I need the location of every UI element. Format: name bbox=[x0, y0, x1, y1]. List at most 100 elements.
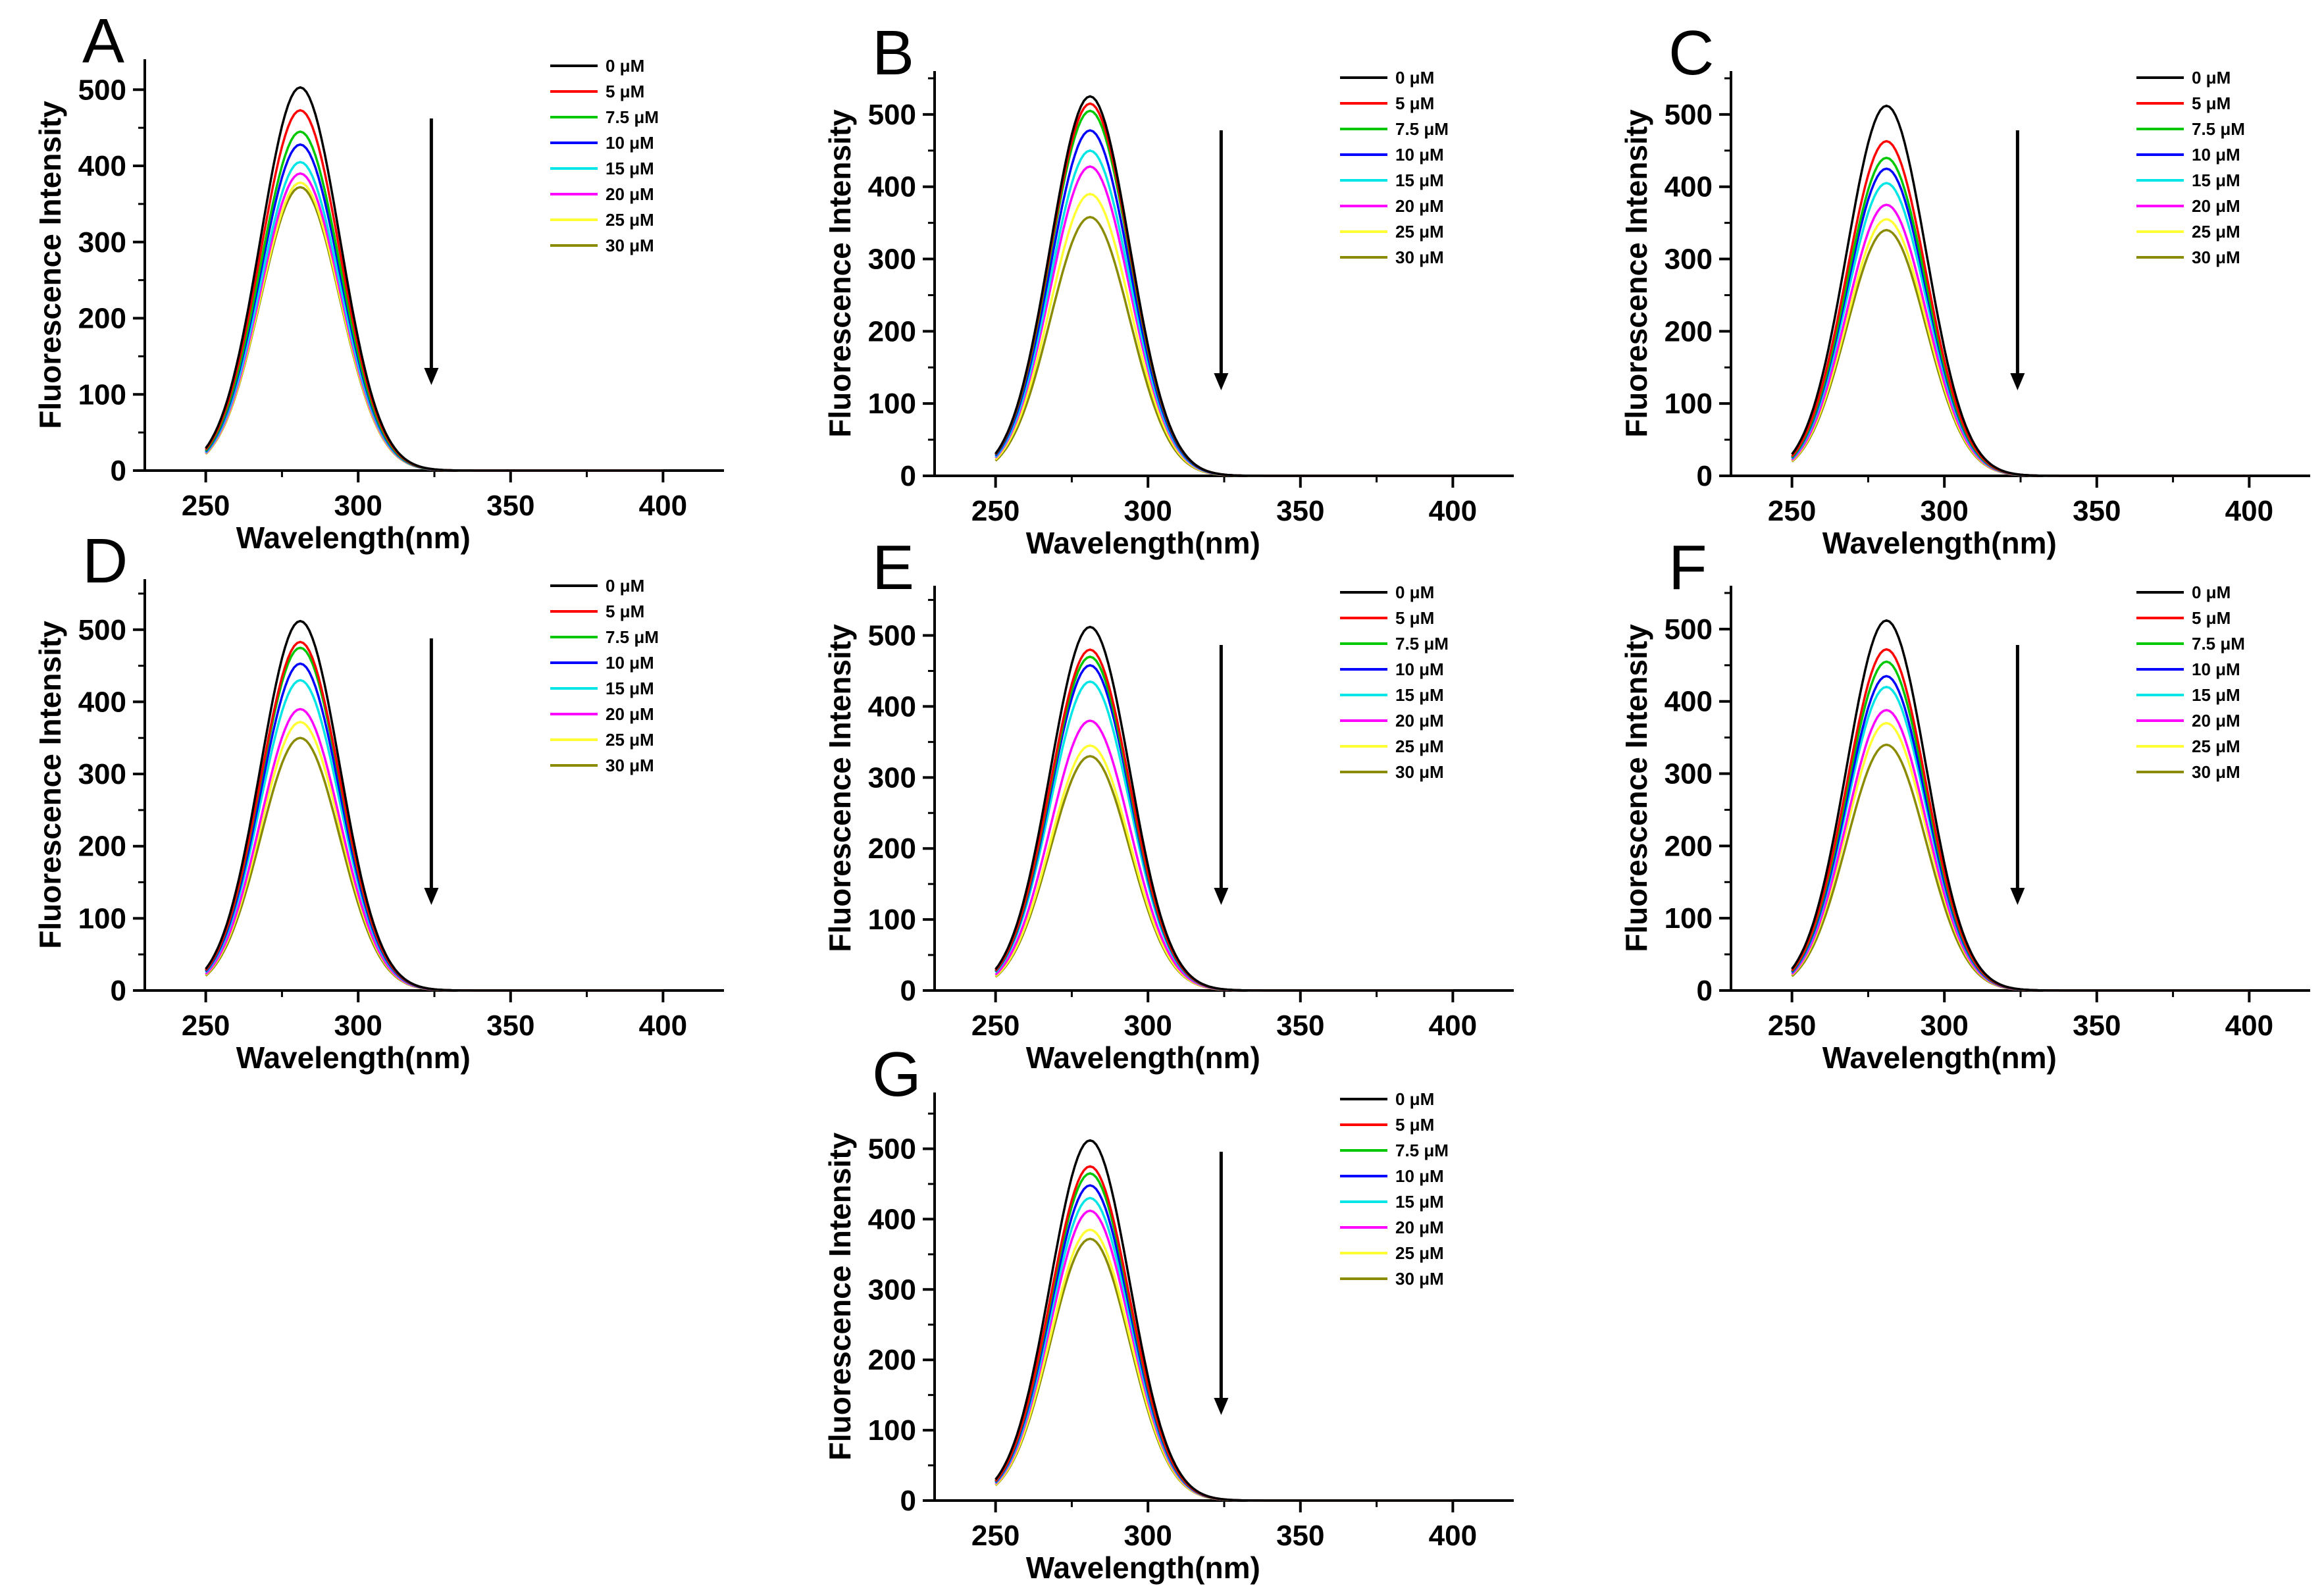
series-line bbox=[1791, 140, 2250, 477]
y-axis-title: Fluorescence Intensity bbox=[823, 624, 857, 952]
x-tick-label: 250 bbox=[182, 490, 230, 522]
series-line bbox=[994, 656, 1453, 992]
legend-label: 20 μM bbox=[606, 704, 654, 724]
series-line bbox=[1791, 619, 2250, 992]
x-tick-label: 350 bbox=[2073, 495, 2121, 527]
y-tick-label: 0 bbox=[900, 460, 916, 492]
x-tick-label: 350 bbox=[1276, 1010, 1324, 1042]
x-tick-label: 350 bbox=[1276, 1520, 1324, 1552]
legend-label: 5 μM bbox=[2192, 608, 2231, 628]
y-tick-label: 200 bbox=[1665, 830, 1713, 862]
series-line bbox=[1791, 648, 2250, 992]
legend-label: 30 μM bbox=[1395, 1269, 1444, 1289]
legend-label: 0 μM bbox=[606, 56, 644, 76]
series-line bbox=[994, 215, 1453, 477]
panel-letter: C bbox=[1668, 18, 1714, 88]
y-tick-label: 200 bbox=[78, 831, 126, 863]
x-tick-label: 400 bbox=[1429, 1010, 1477, 1042]
y-tick-label: 400 bbox=[78, 150, 126, 182]
series-line bbox=[994, 95, 1453, 477]
y-tick-label: 0 bbox=[111, 455, 126, 487]
trend-arrow-head bbox=[2010, 373, 2025, 390]
legend-label: 10 μM bbox=[1395, 145, 1444, 165]
y-tick-label: 0 bbox=[1697, 975, 1713, 1007]
series-line bbox=[1791, 104, 2250, 477]
series-line bbox=[205, 707, 663, 992]
series-line bbox=[1791, 709, 2250, 992]
x-tick-label: 300 bbox=[1123, 495, 1172, 527]
legend-label: 25 μM bbox=[2192, 736, 2240, 756]
series-line bbox=[205, 619, 663, 992]
series-line bbox=[994, 1172, 1453, 1502]
legend-label: 20 μM bbox=[1395, 711, 1444, 731]
y-tick-label: 300 bbox=[868, 244, 916, 276]
legend-label: 30 μM bbox=[1395, 762, 1444, 782]
x-axis-title: Wavelength(nm) bbox=[236, 521, 471, 555]
series-line bbox=[205, 646, 663, 992]
legend-label: 15 μM bbox=[1395, 1192, 1444, 1212]
panel-letter: B bbox=[872, 18, 914, 88]
legend-label: 25 μM bbox=[2192, 222, 2240, 242]
y-tick-label: 300 bbox=[78, 226, 126, 259]
trend-arrow-head bbox=[424, 368, 439, 385]
y-tick-label: 500 bbox=[868, 99, 916, 131]
y-tick-label: 500 bbox=[1665, 613, 1713, 646]
y-tick-label: 100 bbox=[1665, 902, 1713, 935]
legend-label: 10 μM bbox=[1395, 659, 1444, 679]
x-axis-title: Wavelength(nm) bbox=[1026, 1041, 1260, 1075]
panel-letter: F bbox=[1668, 532, 1707, 603]
x-tick-label: 400 bbox=[1429, 495, 1477, 527]
x-tick-label: 250 bbox=[971, 495, 1020, 527]
panel-letter: E bbox=[872, 532, 914, 603]
y-tick-label: 500 bbox=[1665, 99, 1713, 131]
y-tick-label: 500 bbox=[868, 1133, 916, 1166]
panel-letter: D bbox=[82, 526, 128, 596]
legend-label: 30 μM bbox=[606, 236, 654, 255]
y-tick-label: 100 bbox=[78, 378, 126, 411]
legend-label: 5 μM bbox=[1395, 93, 1434, 113]
x-tick-label: 350 bbox=[486, 1010, 534, 1042]
legend-label: 7.5 μM bbox=[1395, 119, 1449, 139]
panel-letter: G bbox=[872, 1039, 921, 1110]
x-axis-title: Wavelength(nm) bbox=[1822, 1041, 2057, 1075]
y-tick-label: 400 bbox=[868, 171, 916, 203]
x-tick-label: 350 bbox=[486, 490, 534, 522]
legend-label: 10 μM bbox=[606, 133, 654, 153]
y-tick-label: 400 bbox=[868, 1203, 916, 1235]
y-axis-title: Fluorescence Intensity bbox=[823, 109, 857, 438]
legend-label: 25 μM bbox=[606, 730, 654, 750]
panel-e: E 250 300 350 400 0 100 200 300 400 500 Wavelength(… bbox=[823, 532, 1514, 1075]
legend-label: 5 μM bbox=[1395, 1115, 1434, 1135]
legend-label: 15 μM bbox=[606, 159, 654, 178]
panel-d: D 250 300 350 400 0 100 200 300 400 500 Wavelength(… bbox=[33, 526, 724, 1075]
trend-arrow-head bbox=[2010, 888, 2025, 905]
legend-label: 0 μM bbox=[1395, 1089, 1434, 1109]
x-tick-label: 400 bbox=[2225, 495, 2273, 527]
x-tick-label: 300 bbox=[334, 490, 382, 522]
legend-label: 10 μM bbox=[606, 653, 654, 673]
x-tick-label: 250 bbox=[971, 1520, 1020, 1552]
legend-label: 20 μM bbox=[606, 184, 654, 204]
x-tick-label: 400 bbox=[1429, 1520, 1477, 1552]
y-tick-label: 100 bbox=[868, 904, 916, 936]
panel-a: A 250 300 350 400 0 100 200 300 400 500 Wavelength(… bbox=[33, 6, 724, 555]
legend-label: 5 μM bbox=[606, 602, 644, 621]
x-tick-label: 250 bbox=[182, 1010, 230, 1042]
legend-label: 7.5 μM bbox=[1395, 1141, 1449, 1160]
x-tick-label: 300 bbox=[1920, 495, 1968, 527]
y-tick-label: 500 bbox=[78, 74, 126, 106]
y-tick-label: 100 bbox=[868, 388, 916, 420]
legend-label: 25 μM bbox=[1395, 1243, 1444, 1263]
legend-label: 25 μM bbox=[606, 210, 654, 230]
x-tick-label: 400 bbox=[2225, 1010, 2273, 1042]
y-tick-label: 400 bbox=[1665, 686, 1713, 718]
panel-c: C 250 300 350 400 0 100 200 300 400 500 Wavelength(… bbox=[1619, 18, 2310, 560]
y-tick-label: 300 bbox=[868, 1273, 916, 1306]
series-line bbox=[994, 102, 1453, 477]
series-line bbox=[1791, 203, 2250, 477]
legend-label: 15 μM bbox=[2192, 685, 2240, 705]
legend-label: 30 μM bbox=[606, 756, 654, 775]
panel-letter: A bbox=[82, 6, 124, 76]
panel-b: B 250 300 350 400 0 100 200 300 400 500 Wavelength(… bbox=[823, 18, 1514, 560]
